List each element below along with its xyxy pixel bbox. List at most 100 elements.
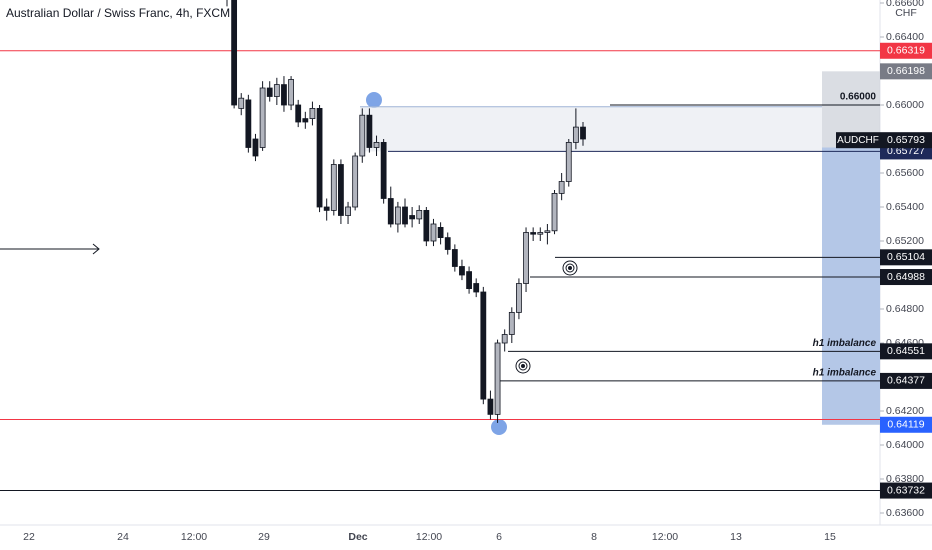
candle — [231, 0, 238, 109]
candle — [544, 224, 551, 245]
y-tick-label: 0.63600 — [886, 507, 924, 519]
candle-body — [508, 311, 515, 335]
candle — [459, 259, 465, 281]
candle-body — [437, 226, 444, 238]
candle — [330, 159, 337, 216]
price-label-bg — [880, 269, 932, 286]
candle-body — [537, 232, 544, 235]
candle-body — [565, 141, 572, 182]
candle — [259, 81, 266, 151]
point-marker — [366, 92, 382, 108]
candle-body — [352, 155, 359, 208]
candle — [387, 186, 394, 228]
candle — [416, 205, 423, 224]
price-label-bg — [880, 42, 932, 59]
symbol-label-bg — [836, 132, 880, 149]
candle — [352, 152, 359, 211]
candle-body — [316, 108, 323, 208]
candle — [473, 278, 480, 298]
y-tick-label: 0.64800 — [886, 303, 924, 315]
candle-body — [572, 126, 579, 143]
candle-body — [516, 283, 522, 313]
candle-body — [266, 87, 273, 97]
candle — [423, 207, 430, 247]
candle — [345, 201, 351, 224]
arrow-head — [92, 243, 100, 255]
x-tick-label: 8 — [591, 531, 597, 543]
candle — [373, 135, 380, 156]
price-label-bg — [880, 482, 932, 499]
candle-body — [580, 126, 586, 140]
candle-body — [558, 181, 565, 194]
candle-body — [523, 232, 529, 284]
x-tick-label: Dec — [348, 531, 367, 543]
candle — [572, 108, 579, 150]
y-tick-label: 0.66400 — [886, 31, 924, 43]
candle — [508, 307, 515, 343]
candle — [558, 173, 565, 201]
candle — [245, 94, 252, 153]
candle — [451, 244, 458, 272]
y-tick-label: 0.64200 — [886, 405, 924, 417]
x-tick-label: 12:00 — [181, 531, 207, 543]
candle-body — [245, 99, 252, 148]
candle-body — [281, 84, 287, 106]
candle-body — [551, 192, 558, 232]
candle — [402, 198, 408, 228]
candle-body — [288, 79, 294, 106]
candle — [273, 77, 280, 105]
candle-body — [459, 266, 465, 276]
price-label: 0.65727 — [887, 145, 925, 157]
candle-body — [501, 334, 508, 344]
x-tick-label: 13 — [730, 531, 742, 543]
position-label-bg — [880, 416, 932, 433]
y-tick-label: 0.65600 — [886, 167, 924, 179]
line-text: h1 imbalance — [813, 338, 877, 349]
candle — [487, 390, 494, 420]
candle — [266, 81, 273, 102]
currency: CHF — [895, 7, 917, 19]
candle-body — [238, 97, 245, 109]
candle-body — [430, 223, 437, 242]
candle — [523, 227, 529, 292]
price-label: 0.64377 — [887, 375, 925, 387]
candle-body — [295, 104, 302, 123]
point-marker — [491, 419, 507, 435]
candle — [359, 108, 366, 163]
candle — [281, 76, 287, 112]
x-tick-label: 15 — [824, 531, 836, 543]
price-label-bg — [880, 372, 932, 389]
price-label: 0.63732 — [887, 484, 925, 496]
candle-body — [480, 291, 487, 400]
candle — [537, 227, 544, 241]
x-tick-label: 24 — [117, 531, 129, 543]
candle — [316, 105, 323, 213]
symbol-label: AUDCHF — [837, 135, 879, 146]
position-stop-zone — [822, 147, 880, 425]
candle-body — [338, 164, 344, 216]
candle-body — [380, 141, 387, 199]
candle — [338, 159, 344, 224]
candle — [516, 278, 522, 320]
candle — [252, 133, 259, 162]
candle-body — [394, 206, 401, 225]
candle-body — [373, 141, 380, 148]
candle — [494, 339, 501, 423]
price-label: 0.64988 — [887, 271, 925, 283]
candle-body — [494, 342, 501, 415]
candle-body — [409, 215, 416, 220]
candle-body — [302, 118, 309, 123]
candle-body — [402, 206, 408, 225]
candle — [437, 222, 444, 245]
target-icon — [562, 260, 578, 276]
x-tick-label: 12:00 — [652, 531, 678, 543]
chart-title: Australian Dollar / Swiss Franc, 4h, FXC… — [6, 6, 230, 20]
y-tick-label: 0.66600 — [886, 0, 924, 9]
candle — [444, 232, 451, 255]
candle-body — [423, 209, 430, 242]
position-label: 0.66198 — [887, 65, 925, 77]
candle-body — [231, 0, 238, 106]
candle-body — [466, 271, 472, 290]
candle-body — [323, 206, 330, 211]
position-label: 0.64119 — [887, 419, 924, 431]
